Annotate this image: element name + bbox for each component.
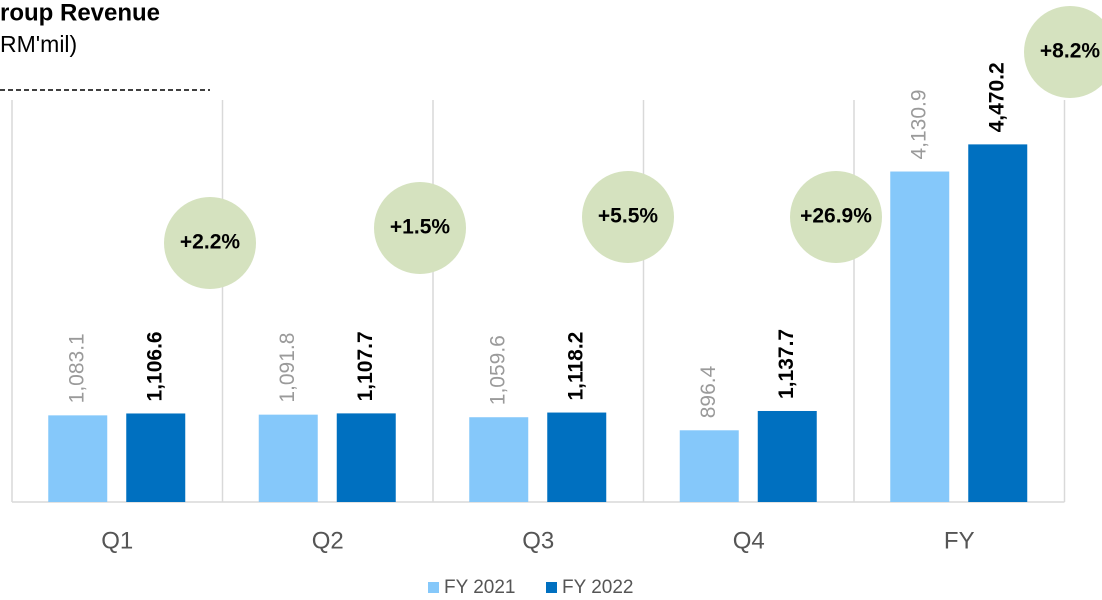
- growth-label: +5.5%: [598, 205, 658, 228]
- bar: [336, 413, 396, 502]
- growth-bubble: [164, 197, 256, 289]
- bar: [126, 413, 186, 502]
- x-tick-label: Q4: [733, 527, 765, 554]
- value-label: 4,130.9: [907, 89, 930, 159]
- bar: [258, 414, 318, 502]
- growth-label: +8.2%: [1040, 40, 1100, 63]
- growth-label: +26.9%: [800, 205, 872, 228]
- growth-bubble: [1024, 6, 1102, 98]
- chart-subtitle: RM'mil): [0, 31, 77, 57]
- value-label: 1,083.1: [65, 333, 88, 403]
- value-label: 1,118.2: [564, 332, 587, 401]
- x-tick-label: FY: [944, 527, 975, 554]
- value-label: 1,059.6: [486, 335, 509, 405]
- value-label: 1,091.8: [276, 333, 299, 403]
- value-label: 4,470.2: [985, 62, 1008, 132]
- legend-label: FY 2021: [444, 577, 515, 598]
- growth-label: +2.2%: [180, 231, 240, 254]
- value-label: 1,106.6: [143, 331, 166, 401]
- growth-label: +1.5%: [390, 216, 450, 239]
- legend-swatch: [546, 582, 557, 593]
- growth-bubble: [374, 182, 466, 274]
- bar: [757, 410, 817, 502]
- growth-bubble: [790, 171, 882, 263]
- value-label: 896.4: [697, 365, 720, 418]
- bar: [890, 171, 950, 502]
- bar: [469, 417, 529, 502]
- legend-swatch: [428, 582, 439, 593]
- value-label: 1,107.7: [354, 331, 377, 401]
- chart-title: roup Revenue: [0, 0, 160, 26]
- growth-bubble: [582, 171, 674, 263]
- x-tick-label: Q3: [522, 527, 554, 554]
- bar: [968, 144, 1028, 502]
- bar: [48, 415, 108, 502]
- x-tick-label: Q2: [312, 527, 344, 554]
- bar: [547, 412, 607, 502]
- legend-label: FY 2022: [562, 577, 633, 598]
- bar: [679, 430, 739, 502]
- value-label: 1,137.7: [775, 329, 798, 399]
- x-tick-label: Q1: [101, 527, 133, 554]
